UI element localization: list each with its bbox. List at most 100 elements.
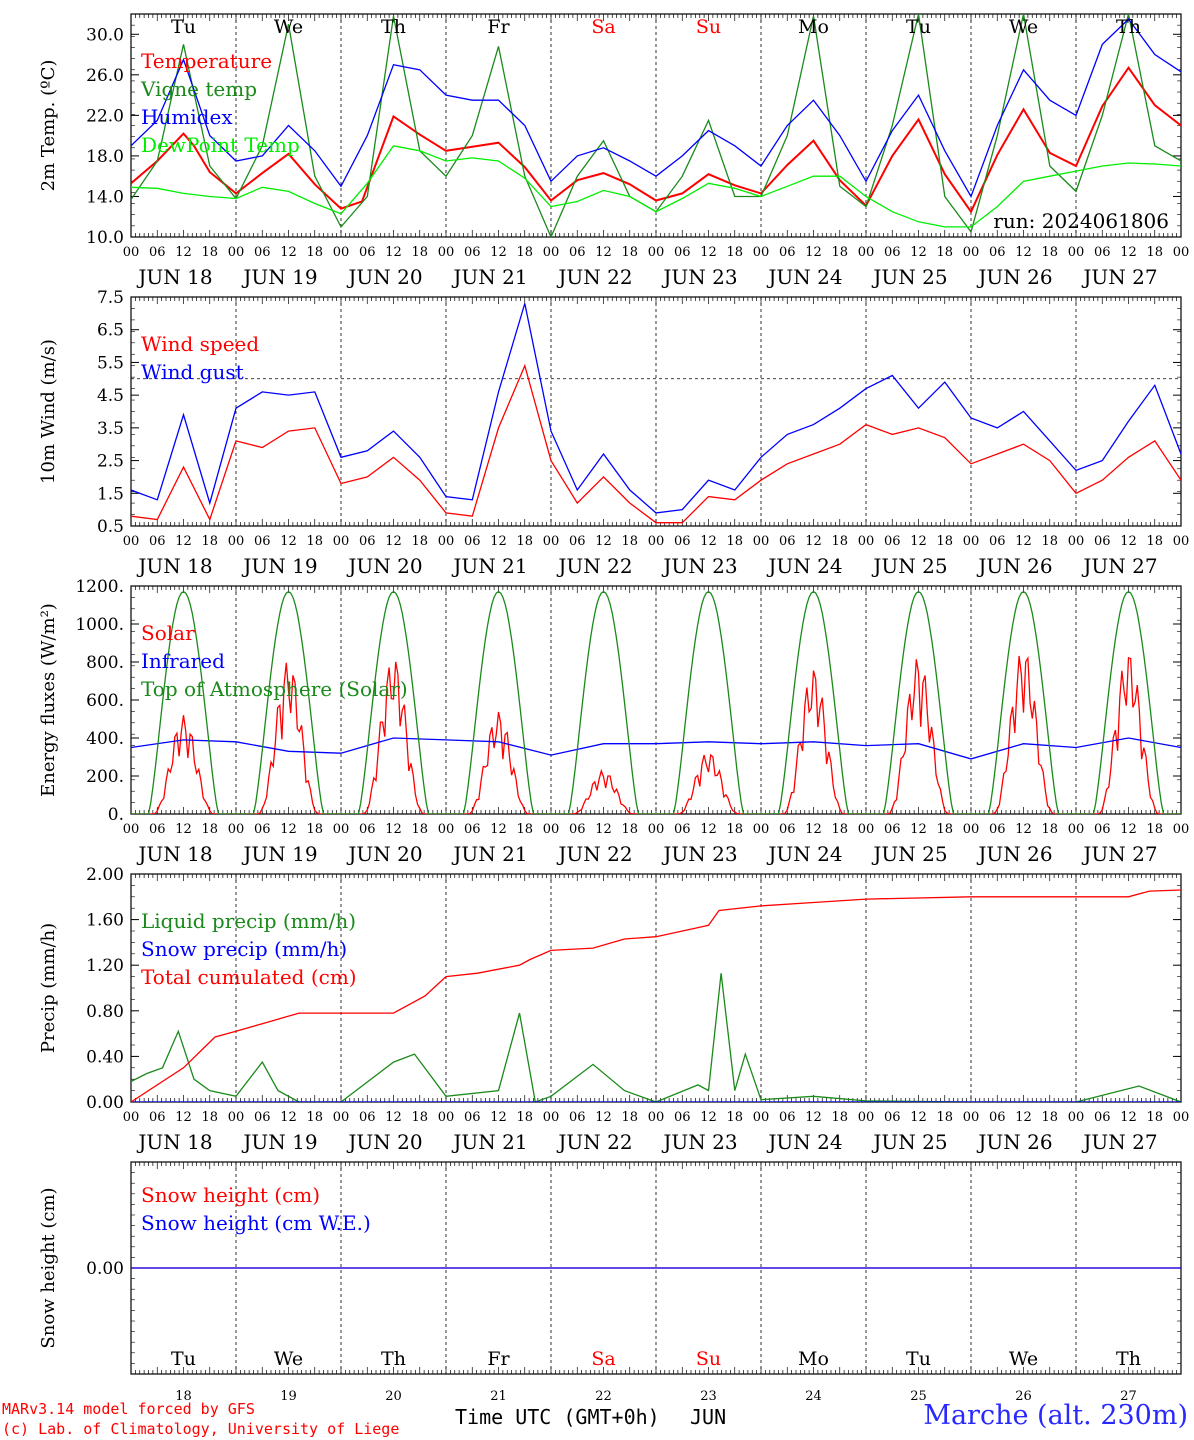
hour-tick-label: 18 xyxy=(726,245,743,260)
date-label: JUN 26 xyxy=(976,842,1052,866)
hour-tick-label: 00 xyxy=(648,822,665,837)
hour-tick-label: 06 xyxy=(149,1110,166,1125)
hour-tick-label: 12 xyxy=(385,1110,402,1125)
hour-tick-label: 00 xyxy=(228,822,245,837)
date-label: JUN 24 xyxy=(766,1130,842,1154)
hour-tick-label: 18 xyxy=(831,1110,848,1125)
hour-tick-label: 06 xyxy=(569,534,586,549)
hour-tick-label: 18 xyxy=(201,1110,218,1125)
hour-tick-label: 18 xyxy=(936,822,953,837)
hour-tick-label: 18 xyxy=(1146,1110,1163,1125)
hour-tick-label: 18 xyxy=(411,534,428,549)
hour-tick-label: 00 xyxy=(858,534,875,549)
legend-entry: DewPoint Temp xyxy=(141,133,300,157)
hour-tick-label: 06 xyxy=(254,822,271,837)
date-label: JUN 19 xyxy=(241,1130,317,1154)
weekday-label-bottom: We xyxy=(274,1348,303,1370)
hour-tick-label: 00 xyxy=(753,534,770,549)
day-number-label: 27 xyxy=(1120,1389,1137,1404)
hour-tick-label: 00 xyxy=(543,534,560,549)
date-label: JUN 24 xyxy=(766,842,842,866)
hour-tick-label: 06 xyxy=(359,245,376,260)
hour-tick-label: 12 xyxy=(1120,1110,1137,1125)
legend-entry: Total cumulated (cm) xyxy=(141,965,357,989)
series-line-1 xyxy=(131,303,1181,514)
date-label: JUN 23 xyxy=(661,265,737,289)
hour-tick-label: 06 xyxy=(149,245,166,260)
hour-tick-label: 06 xyxy=(674,1110,691,1125)
hour-tick-label: 12 xyxy=(700,1110,717,1125)
hour-tick-label: 12 xyxy=(490,822,507,837)
hour-tick-label: 18 xyxy=(411,1110,428,1125)
time-axis-label: Time UTC (GMT+0h) xyxy=(455,1405,660,1429)
hour-tick-label: 18 xyxy=(831,822,848,837)
y-tick-label: 0.40 xyxy=(86,1047,124,1067)
hour-tick-label: 18 xyxy=(1041,1110,1058,1125)
hour-tick-label: 06 xyxy=(779,1110,796,1125)
hour-tick-label: 06 xyxy=(779,822,796,837)
hour-tick-label: 12 xyxy=(175,245,192,260)
hour-tick-label: 00 xyxy=(333,245,350,260)
y-tick-label: 14.0 xyxy=(86,187,124,207)
y-tick-label: 0.5 xyxy=(97,517,124,537)
hour-tick-label: 18 xyxy=(516,1110,533,1125)
y-tick-label: 1.20 xyxy=(86,956,124,976)
y-tick-label: 10.0 xyxy=(86,228,124,248)
series-line-2 xyxy=(131,18,1181,199)
hour-tick-label: 00 xyxy=(228,245,245,260)
hour-tick-label: 06 xyxy=(569,822,586,837)
station-label: Marche (alt. 230m) xyxy=(923,1400,1188,1431)
hour-tick-label: 00 xyxy=(858,822,875,837)
day-number-label: 20 xyxy=(385,1389,402,1404)
day-number-label: 25 xyxy=(910,1389,927,1404)
hour-tick-label: 00 xyxy=(543,1110,560,1125)
hour-tick-label: 12 xyxy=(280,1110,297,1125)
weekday-label-top: Tu xyxy=(171,16,196,38)
day-number-label: 18 xyxy=(175,1389,192,1404)
hour-tick-label: 00 xyxy=(1173,245,1190,260)
hour-tick-label: 18 xyxy=(726,1110,743,1125)
hour-tick-label: 12 xyxy=(805,822,822,837)
hour-tick-label: 18 xyxy=(201,245,218,260)
model-credit: MARv3.14 model forced by GFS xyxy=(2,1400,255,1418)
hour-tick-label: 18 xyxy=(936,534,953,549)
date-label: JUN 25 xyxy=(871,265,947,289)
hour-tick-label: 06 xyxy=(779,245,796,260)
hour-tick-label: 00 xyxy=(333,1110,350,1125)
y-tick-label: 1.60 xyxy=(86,911,124,931)
weekday-label-top: Mo xyxy=(798,16,829,38)
hour-tick-label: 12 xyxy=(805,534,822,549)
hour-tick-label: 06 xyxy=(989,534,1006,549)
hour-tick-label: 06 xyxy=(464,822,481,837)
date-label: JUN 25 xyxy=(871,1130,947,1154)
hour-tick-label: 12 xyxy=(910,1110,927,1125)
hour-tick-label: 06 xyxy=(359,1110,376,1125)
y-tick-label: 1.5 xyxy=(97,484,124,504)
hour-tick-label: 18 xyxy=(1146,245,1163,260)
series-line-0 xyxy=(131,973,1181,1102)
hour-tick-label: 12 xyxy=(490,1110,507,1125)
weekday-label-top: Sa xyxy=(591,16,615,38)
hour-tick-label: 18 xyxy=(936,245,953,260)
hour-tick-label: 18 xyxy=(306,1110,323,1125)
y-tick-label: 6.5 xyxy=(97,321,124,341)
hour-tick-label: 06 xyxy=(989,245,1006,260)
legend-entry: Infrared xyxy=(141,649,225,673)
weekday-label-bottom: Tu xyxy=(171,1348,196,1370)
hour-tick-label: 06 xyxy=(464,245,481,260)
hour-tick-label: 12 xyxy=(490,245,507,260)
series-line-1 xyxy=(131,737,1181,760)
y-tick-label: 22.0 xyxy=(86,106,124,126)
weekday-label-top: Th xyxy=(1116,16,1141,38)
hour-tick-label: 06 xyxy=(884,1110,901,1125)
series-line-3 xyxy=(131,145,1181,228)
hour-tick-label: 00 xyxy=(1068,1110,1085,1125)
hour-tick-label: 18 xyxy=(201,822,218,837)
weekday-label-top: Tu xyxy=(906,16,931,38)
panel-4: 0.00 0.40 0.80 1.20 1.60 2.00 Precip (mm/h) 00 0… xyxy=(38,865,1189,1154)
hour-tick-label: 00 xyxy=(1173,534,1190,549)
date-label: JUN 21 xyxy=(451,1130,527,1154)
hour-tick-label: 00 xyxy=(858,245,875,260)
lab-credit: (c) Lab. of Climatology, University of L… xyxy=(2,1420,400,1438)
data-layer xyxy=(131,889,1181,1102)
